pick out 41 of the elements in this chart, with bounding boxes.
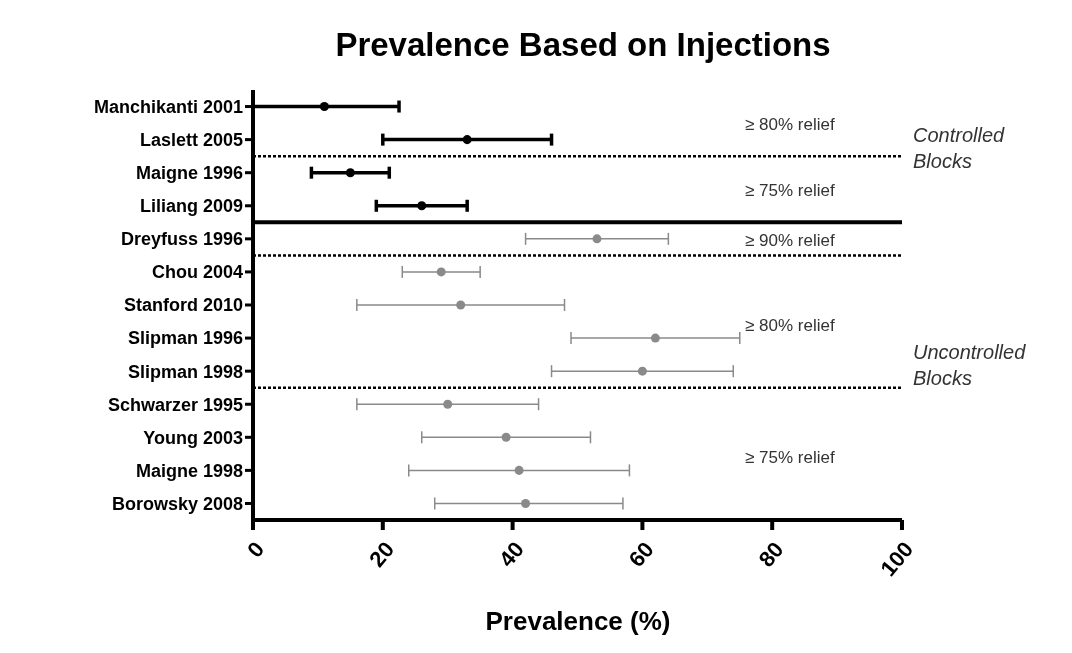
x-tick-label: 40	[493, 536, 529, 572]
point	[637, 366, 647, 376]
x-tick-label: 100	[875, 536, 919, 582]
point	[514, 465, 524, 475]
x-tick-label: 20	[364, 536, 400, 572]
point	[417, 201, 427, 211]
annotation: ≥ 90% relief	[745, 230, 835, 250]
point	[501, 432, 511, 442]
x-tick-label: 60	[623, 536, 659, 572]
y-tick-label: Young 2003	[143, 427, 243, 448]
point	[592, 234, 602, 244]
y-tick-label: Schwarzer 1995	[107, 394, 243, 415]
annotation: ≥ 80% relief	[745, 316, 835, 336]
annotation: ≥ 75% relief	[745, 181, 835, 201]
y-tick-label: Borowsky 2008	[111, 493, 243, 514]
x-tick-label: 80	[753, 536, 789, 572]
y-tick-label: Liliang 2009	[139, 196, 243, 217]
annotation: ≥ 75% relief	[745, 448, 835, 468]
point	[521, 498, 531, 508]
point	[436, 267, 446, 277]
text: Uncontrolled Blocks	[913, 341, 1026, 390]
y-tick-label: Slipman 1996	[127, 328, 243, 349]
x-axis-title: Prevalence (%)	[484, 606, 672, 637]
point	[650, 333, 660, 343]
y-tick-label: Maigne 1996	[135, 163, 243, 184]
y-tick-label: Chou 2004	[151, 262, 243, 283]
x-tick-label: 0	[242, 536, 270, 563]
text: Controlled Blocks	[913, 123, 1005, 172]
point	[319, 102, 329, 112]
point	[443, 399, 453, 409]
point	[456, 300, 466, 310]
y-tick-label: Manchikanti 2001	[93, 96, 243, 117]
y-tick-label: Maigne 1998	[135, 460, 243, 481]
chart-title: Prevalence Based on Injections	[334, 26, 832, 64]
point	[462, 135, 472, 145]
y-tick-label: Stanford 2010	[123, 295, 243, 316]
y-tick-label: Laslett 2005	[139, 130, 243, 151]
point	[345, 168, 355, 178]
y-tick-label: Dreyfuss 1996	[120, 229, 243, 250]
annotation: ≥ 80% relief	[745, 115, 835, 135]
y-tick-label: Slipman 1998	[127, 361, 243, 382]
